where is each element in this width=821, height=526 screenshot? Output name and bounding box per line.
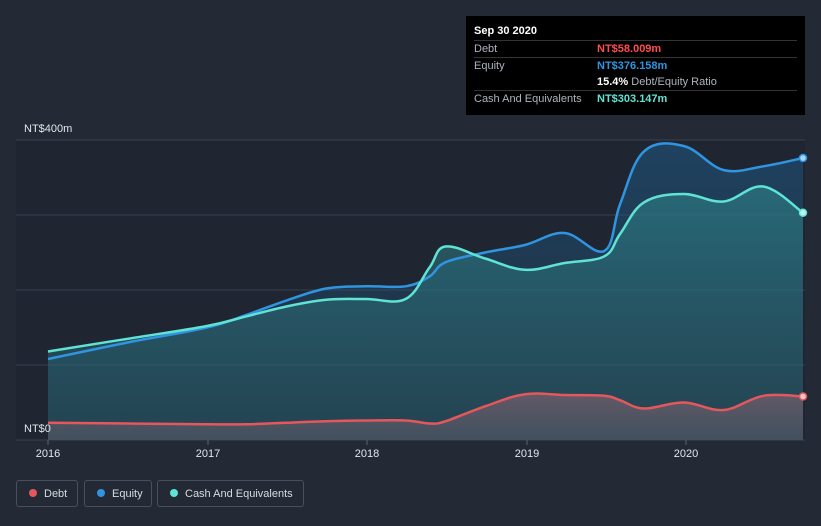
equity-line	[47, 142, 804, 361]
legend-debt-dot	[29, 489, 37, 497]
tooltip-debt-row: Debt NT$58.009m	[474, 40, 797, 57]
legend-debt-label: Debt	[44, 488, 68, 500]
legend-item-debt[interactable]: Debt	[16, 480, 78, 507]
tooltip-debt-label: Debt	[474, 43, 498, 55]
tooltip-panel: Sep 30 2020 Debt NT$58.009m Equity NT$37…	[466, 16, 805, 115]
x-tick-2018: 2018	[355, 448, 379, 460]
series-lines	[47, 142, 808, 426]
tooltip-cash-value: NT$303.147m	[597, 93, 668, 105]
tooltip-equity-label: Equity	[474, 60, 505, 72]
legend-item-equity[interactable]: Equity	[84, 480, 152, 507]
equity-end-point	[798, 153, 808, 163]
tooltip-ratio-value: 15.4%	[597, 76, 629, 88]
x-tick-2019: 2019	[515, 448, 539, 460]
tooltip-date: Sep 30 2020	[474, 25, 537, 37]
cash-end-point	[798, 208, 808, 217]
series-areas	[48, 143, 803, 440]
x-tick-2016: 2016	[36, 448, 60, 460]
x-tick-2020: 2020	[674, 448, 698, 460]
tooltip-equity-value: NT$376.158m	[597, 60, 668, 72]
y-tick-max: NT$400m	[24, 123, 72, 135]
debt-end-point	[798, 392, 808, 401]
debt-line	[47, 392, 804, 426]
x-tick-2017: 2017	[196, 448, 220, 460]
legend-item-cash[interactable]: Cash And Equivalents	[157, 480, 304, 507]
legend-equity-label: Equity	[112, 488, 143, 500]
tooltip-ratio-label: Debt/Equity Ratio	[631, 76, 717, 88]
debt-area	[48, 393, 803, 440]
tooltip-equity-row: Equity NT$376.158m	[474, 57, 797, 74]
tooltip-ratio-row: 15.4% Debt/Equity Ratio	[474, 74, 797, 90]
cash-line	[47, 185, 804, 353]
legend-cash-dot	[170, 489, 178, 497]
cash-area	[48, 186, 803, 440]
tooltip-debt-value: NT$58.009m	[597, 43, 662, 55]
tooltip-cash-label: Cash And Equivalents	[474, 93, 582, 105]
legend-cash-label: Cash And Equivalents	[185, 488, 293, 500]
y-tick-min: NT$0	[24, 423, 51, 435]
legend-equity-dot	[97, 489, 105, 497]
axis-ticks: 2016 2017 2018 2019 2020 NT$0 NT$400m	[24, 123, 698, 460]
tooltip-cash-row: Cash And Equivalents NT$303.147m	[474, 90, 797, 107]
